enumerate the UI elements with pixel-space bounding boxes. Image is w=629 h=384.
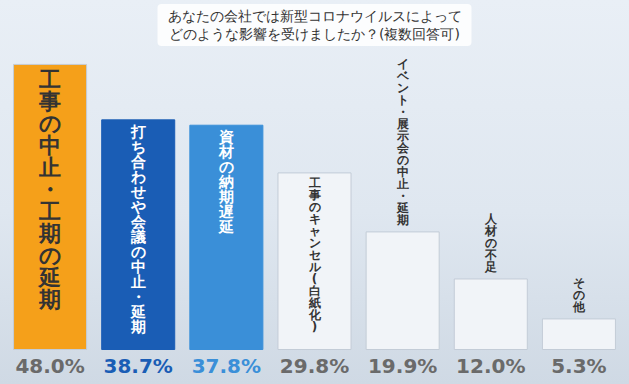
svg-text:の: の [396,153,409,168]
svg-text:資: 資 [218,128,234,147]
svg-text:期: 期 [218,188,234,207]
svg-text:どのような影響を受けましたか？(複数回答可): どのような影響を受けましたか？(複数回答可) [169,26,460,42]
svg-text:ル: ル [308,260,321,275]
svg-text:止: 止 [130,272,146,291]
svg-text:中: 中 [39,133,62,159]
svg-text:29.8%: 29.8% [280,354,349,378]
svg-text:合: 合 [130,152,146,171]
svg-text:材: 材 [218,143,234,162]
svg-text:示: 示 [396,129,409,144]
svg-text:の: の [572,288,585,303]
svg-text:工: 工 [39,199,62,225]
svg-text:事: 事 [39,89,62,115]
svg-text:事: 事 [308,188,321,203]
svg-text:紙: 紙 [308,296,321,311]
svg-text:ン: ン [308,236,321,251]
svg-text:中: 中 [396,165,409,180]
svg-text:の: の [130,242,146,261]
svg-text:材: 材 [484,224,497,239]
svg-text:や: や [130,197,146,216]
svg-text:他: 他 [572,300,586,314]
svg-text:セ: セ [308,248,321,263]
svg-text:期: 期 [130,318,146,336]
svg-text:37.8%: 37.8% [192,354,261,378]
svg-text:キ: キ [308,212,321,227]
svg-text:の: の [308,200,321,215]
svg-text:ン: ン [396,81,409,96]
svg-text:5.3%: 5.3% [551,354,606,378]
svg-text:延: 延 [39,265,62,291]
svg-text:イ: イ [396,57,409,72]
svg-text:遅: 遅 [218,203,234,222]
svg-text:ベ: ベ [396,69,409,84]
svg-text:の: の [38,111,62,137]
svg-text:あなたの会社では新型コロナウイルスによって: あなたの会社では新型コロナウイルスによって [168,8,462,24]
svg-text:せ: せ [130,182,146,201]
svg-text:人: 人 [484,212,497,227]
svg-text:納: 納 [218,173,234,192]
svg-text:会: 会 [130,212,146,231]
svg-text:止: 止 [39,155,62,181]
svg-text:延: 延 [396,201,409,216]
svg-text:中: 中 [130,257,146,276]
svg-text:工: 工 [39,67,62,93]
svg-text:白: 白 [308,284,321,299]
svg-text:延: 延 [130,302,146,321]
svg-text:期: 期 [38,287,61,312]
svg-text:期: 期 [39,221,62,247]
svg-text:48.0%: 48.0% [15,354,84,378]
svg-text:の: の [484,236,497,251]
svg-text:19.9%: 19.9% [368,354,437,378]
svg-text:): ) [312,320,317,334]
svg-text:足: 足 [484,260,497,274]
svg-text:工: 工 [308,176,321,191]
svg-text:の: の [38,243,62,269]
svg-text:打: 打 [130,122,146,141]
svg-text:わ: わ [130,167,146,186]
svg-text:会: 会 [396,141,409,156]
svg-text:ち: ち [130,137,146,156]
svg-text:ト: ト [396,93,409,108]
svg-text:の: の [218,158,234,177]
svg-text:不: 不 [484,248,497,263]
svg-text:ャ: ャ [308,224,321,239]
svg-text:議: 議 [130,227,146,246]
svg-text:そ: そ [572,276,585,291]
svg-text:延: 延 [218,218,234,236]
svg-text:展: 展 [396,117,409,132]
svg-text:38.7%: 38.7% [104,354,173,378]
svg-text:化: 化 [308,308,321,323]
svg-text:期: 期 [396,213,409,227]
svg-text:12.0%: 12.0% [456,354,525,378]
svg-text:止: 止 [396,177,409,192]
